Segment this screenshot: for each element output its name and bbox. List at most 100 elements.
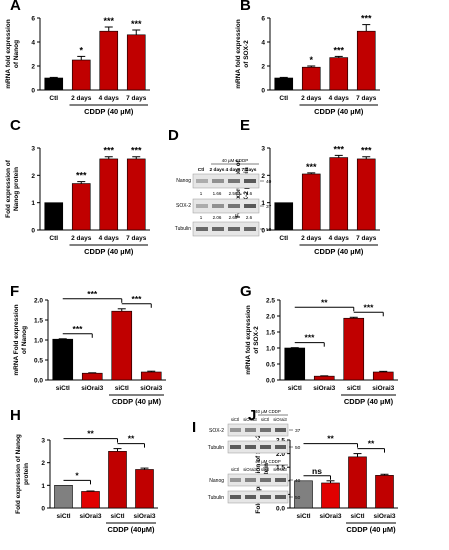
y-tick-label: 1.5 — [276, 465, 285, 472]
x-tick-label: 7 days — [356, 235, 377, 242]
panel-letter: E — [240, 117, 250, 134]
mw-label: 40 — [266, 179, 272, 185]
y-tick-label: 2 — [261, 173, 265, 180]
bar — [321, 482, 340, 509]
ratio-label: 2.56 — [229, 191, 238, 196]
significance-label: *** — [131, 19, 142, 29]
row-label: Nanog — [176, 178, 191, 184]
y-tick-label: 2 — [31, 64, 35, 71]
blot-band — [275, 478, 286, 482]
panel-letter: G — [240, 283, 252, 300]
panel-I: I 40 µM CDDP siCtl siOrai3 siCtl siOrai3 SOX-2… — [192, 409, 301, 504]
y-tick-label: 2 — [261, 64, 265, 71]
bracket-label: *** — [305, 333, 316, 343]
y-tick-label: 1.0 — [266, 346, 275, 353]
panel-letter: J — [248, 407, 256, 424]
ratio-label: 1.66 — [213, 191, 222, 196]
blot-band — [244, 227, 256, 231]
blot-band — [212, 227, 224, 231]
blot-band — [196, 204, 208, 208]
bar — [356, 158, 376, 231]
bar — [140, 371, 162, 381]
x-tick-label: 2 days — [301, 235, 322, 242]
bar — [71, 59, 91, 91]
row-label: SOX-2 — [209, 428, 224, 434]
mw-label: 50 — [295, 495, 301, 501]
y-axis-label: of SOX-2 — [253, 326, 260, 354]
x-tick-label: siCtl — [296, 513, 310, 520]
x-tick-label: 7 days — [126, 95, 147, 102]
bar — [126, 158, 146, 231]
blot-band — [245, 478, 256, 482]
x-tick-label: siCtl — [115, 385, 129, 392]
x-tick-label: siOrai3 — [133, 513, 155, 520]
group-label: CDDP (40 µM) — [314, 107, 364, 116]
bar — [329, 57, 349, 91]
blot-band — [275, 495, 286, 499]
y-tick-label: 0.5 — [34, 358, 43, 365]
y-tick-label: 2.0 — [276, 451, 285, 458]
blot-band — [230, 478, 241, 482]
bar — [81, 491, 100, 509]
bracket-label: ** — [321, 297, 328, 307]
bar — [99, 30, 119, 91]
mw-label: 40 — [295, 478, 301, 484]
bracket-label: *** — [132, 294, 143, 304]
y-tick-label: 2.5 — [266, 298, 275, 305]
bracket-label: * — [75, 470, 79, 480]
significance-label: * — [79, 45, 83, 55]
x-tick-label: siCtl — [350, 513, 364, 520]
blot-band — [244, 204, 256, 208]
lane-label: siCtl — [231, 467, 239, 472]
treatment-label: 40 µM CDDP — [255, 459, 281, 464]
significance-label: * — [309, 55, 313, 65]
group-label: CDDP (40 µM) — [112, 397, 162, 406]
blot-band — [275, 428, 286, 432]
panel-A: A 0 2 4 6 mRNA fold expression of Nanog Ctl * 2 d… — [5, 0, 150, 116]
y-tick-label: 0.5 — [266, 362, 275, 369]
bracket-label: *** — [364, 302, 375, 312]
blot-membrane — [192, 173, 260, 189]
x-tick-label: 4 days — [329, 235, 350, 242]
y-axis-label: Fold expression of — [5, 159, 12, 218]
x-tick-label: 2 days — [71, 95, 92, 102]
panel-letter: B — [240, 0, 251, 14]
blot-band — [230, 445, 241, 449]
panel-D: D 40 µM CDDP Ctl 2 days 4 days 7 days Nanog 40 S… — [168, 127, 272, 237]
group-label: CDDP (40 µM) — [344, 397, 394, 406]
row-label: Tubulin — [208, 445, 224, 451]
panel-letter: A — [10, 0, 21, 14]
bar — [348, 456, 367, 509]
y-axis-label: Fold expression of — [235, 159, 242, 218]
y-tick-label: 3 — [31, 146, 35, 153]
bar — [375, 475, 394, 509]
y-tick-label: 3 — [261, 146, 265, 153]
lane-label: siCtl — [231, 417, 239, 422]
blot-band — [228, 204, 240, 208]
lane-label: siOrai3 — [273, 467, 287, 472]
blot-band — [228, 179, 240, 183]
bar — [356, 30, 376, 91]
x-tick-label: siCtl — [347, 385, 361, 392]
bar — [343, 317, 365, 381]
y-tick-label: 1.0 — [34, 338, 43, 345]
x-tick-label: siOrai3 — [313, 385, 335, 392]
mw-label: 50 — [266, 227, 272, 233]
x-tick-label: siOrai3 — [140, 385, 162, 392]
bar — [284, 347, 306, 381]
x-tick-label: siCtl — [56, 385, 70, 392]
y-tick-label: 1.5 — [266, 330, 275, 337]
significance-label: *** — [333, 144, 344, 154]
y-tick-label: 4 — [261, 40, 265, 47]
blot-membrane — [227, 440, 289, 454]
y-tick-label: 6 — [31, 16, 35, 23]
blot-band — [228, 227, 240, 231]
y-axis-label: Nanog protein — [13, 167, 20, 211]
blot-band — [196, 179, 208, 183]
panel-F: F 0.0 0.5 1.0 1.5 2.0 mRNA Fold expression of N… — [10, 283, 166, 406]
group-label: CDDP (40 µM) — [84, 107, 134, 116]
blot-membrane — [192, 221, 260, 237]
lane-label: siCtl — [261, 417, 269, 422]
y-tick-label: 2.0 — [34, 298, 43, 305]
bar — [71, 183, 91, 231]
